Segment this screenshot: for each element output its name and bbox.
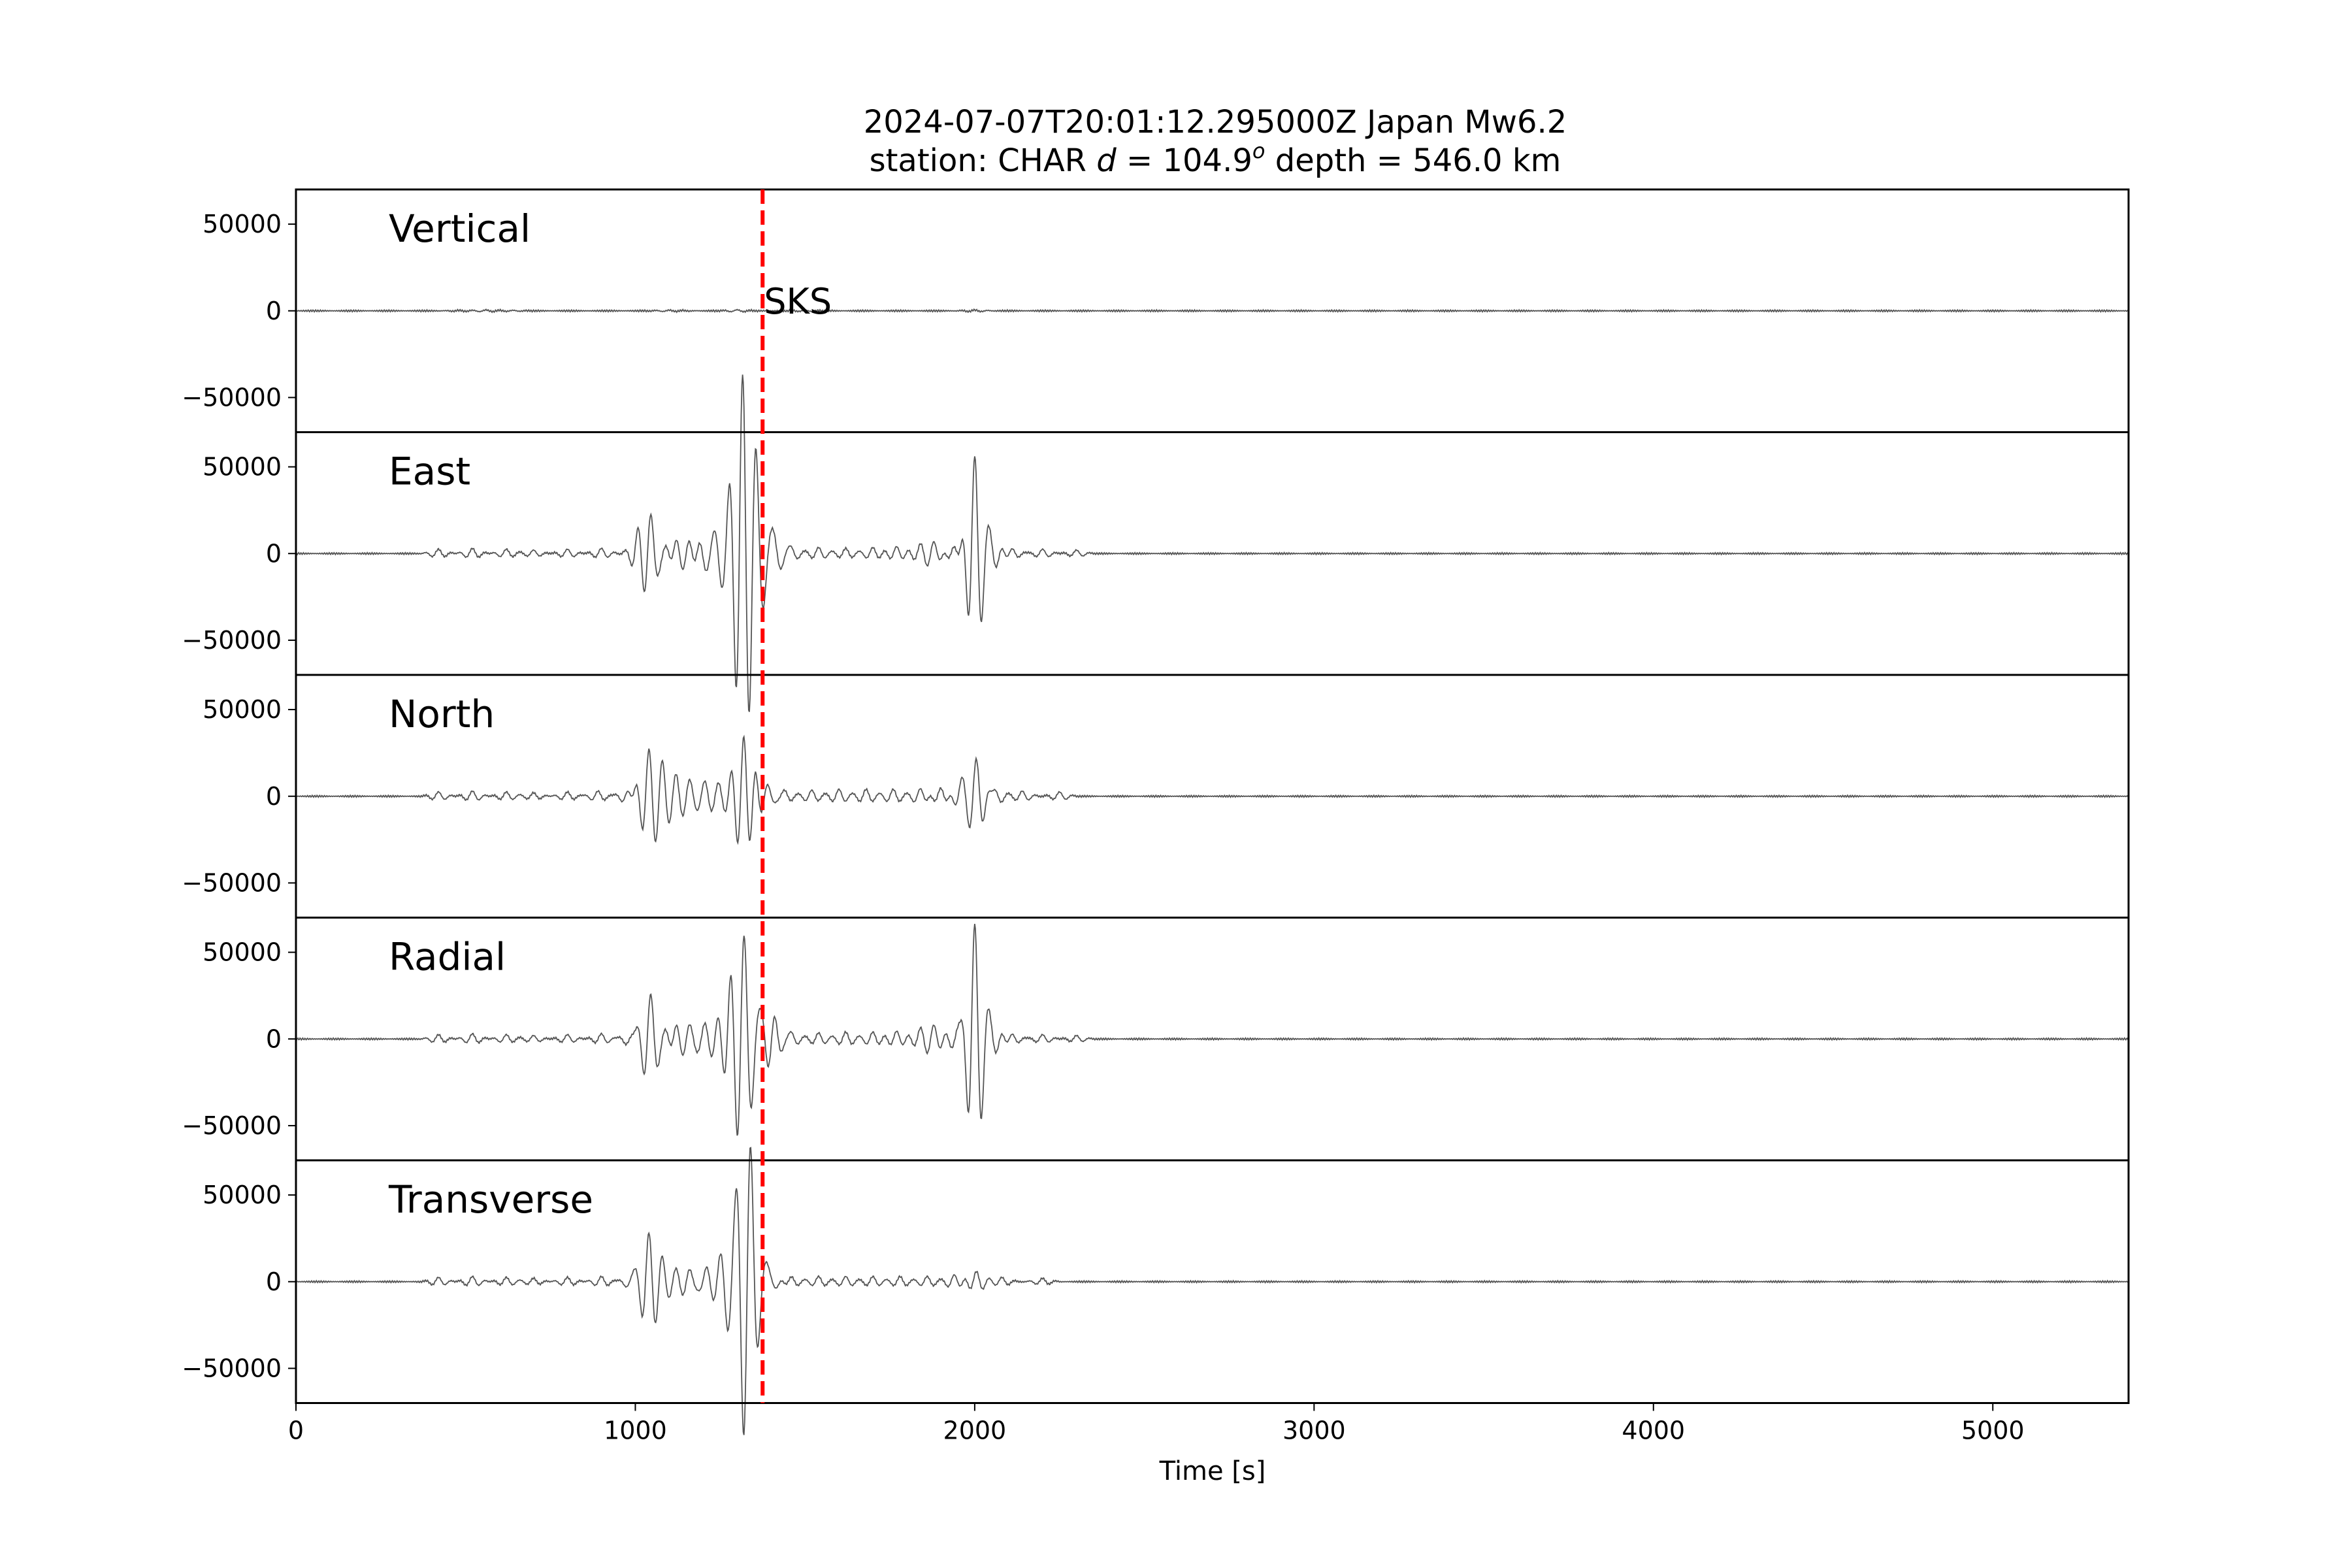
y-tick-label: 50000	[203, 938, 282, 967]
y-tick-label: −50000	[182, 1111, 282, 1140]
y-tick-label: 50000	[203, 453, 282, 482]
y-tick-label: 0	[266, 1267, 282, 1296]
panel-transverse: 50000 0 −50000 Transverse	[182, 1147, 2130, 1435]
x-axis: 0 1000 2000 3000 4000 5000	[288, 1403, 2025, 1445]
y-tick-label: 0	[266, 539, 282, 568]
chart-title-line1: 2024-07-07T20:01:12.295000Z Japan Mw6.2	[864, 104, 1567, 140]
y-tick-label: 0	[266, 782, 282, 811]
panel-label-north: North	[389, 692, 495, 736]
x-tick-label: 4000	[1622, 1416, 1685, 1445]
x-tick-label: 2000	[943, 1416, 1007, 1445]
title-depth: depth = 546.0 km	[1265, 142, 1561, 179]
waveform-east	[295, 374, 2129, 712]
title-distance-symbol: d	[1096, 142, 1117, 179]
y-tick-label: −50000	[182, 1354, 282, 1382]
panel-north: 50000 0 −50000 North	[182, 674, 2130, 919]
panel-east: 50000 0 −50000 East	[182, 374, 2130, 712]
panel-label-radial: Radial	[389, 935, 506, 979]
title-distance-unit: o	[1252, 139, 1266, 163]
title-station: station: CHAR	[870, 142, 1097, 179]
x-tick-label: 5000	[1961, 1416, 2025, 1445]
x-axis-label: Time [s]	[1159, 1456, 1266, 1486]
phase-label-sks: SKS	[764, 281, 832, 322]
phase-marker: SKS	[760, 189, 832, 1403]
y-tick-label: −50000	[182, 383, 282, 412]
y-tick-label: −50000	[182, 626, 282, 655]
waveform-vertical	[295, 308, 2129, 314]
panel-frame	[295, 1159, 2130, 1404]
chart-title-line2: station: CHAR d = 104.9o depth = 546.0 k…	[870, 139, 1561, 179]
title-distance-value: = 104.9	[1117, 142, 1252, 179]
x-tick-label: 1000	[604, 1416, 667, 1445]
waveform-radial	[295, 923, 2129, 1136]
y-tick-label: 50000	[203, 210, 282, 238]
y-tick-label: −50000	[182, 868, 282, 897]
x-tick-label: 0	[288, 1416, 304, 1445]
y-tick-label: 0	[266, 1024, 282, 1053]
panel-label-east: East	[389, 449, 470, 494]
panel-label-vertical: Vertical	[389, 206, 531, 251]
y-tick-label: 0	[266, 297, 282, 325]
x-tick-label: 3000	[1282, 1416, 1346, 1445]
waveform-transverse	[295, 1147, 2129, 1435]
panel-vertical: 50000 0 −50000 Vertical	[182, 188, 2130, 433]
panel-label-transverse: Transverse	[388, 1177, 593, 1222]
waveform-north	[295, 734, 2129, 845]
y-tick-label: 50000	[203, 695, 282, 724]
y-tick-label: 50000	[203, 1181, 282, 1209]
panels-group: 500000−50000Vertical500000−50000East5000…	[182, 188, 2130, 1435]
